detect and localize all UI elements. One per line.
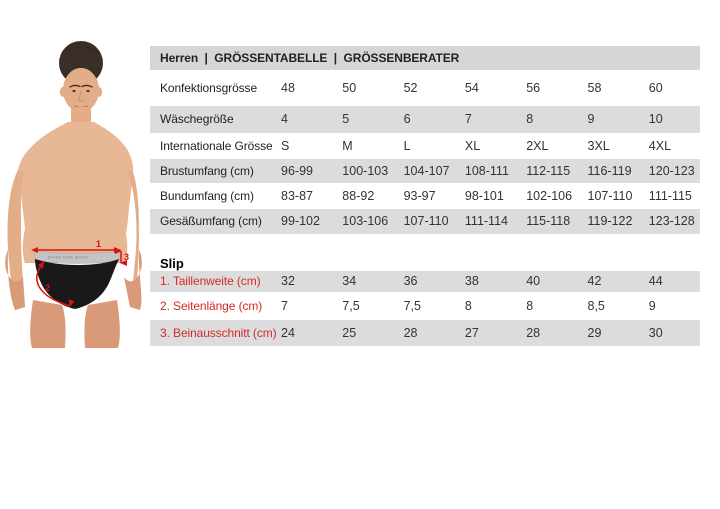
svg-text:1: 1 [96,239,101,249]
svg-text:3: 3 [124,252,129,262]
svg-text:2: 2 [45,283,50,293]
svg-text:BRAND NAME BRAND: BRAND NAME BRAND [48,256,88,260]
